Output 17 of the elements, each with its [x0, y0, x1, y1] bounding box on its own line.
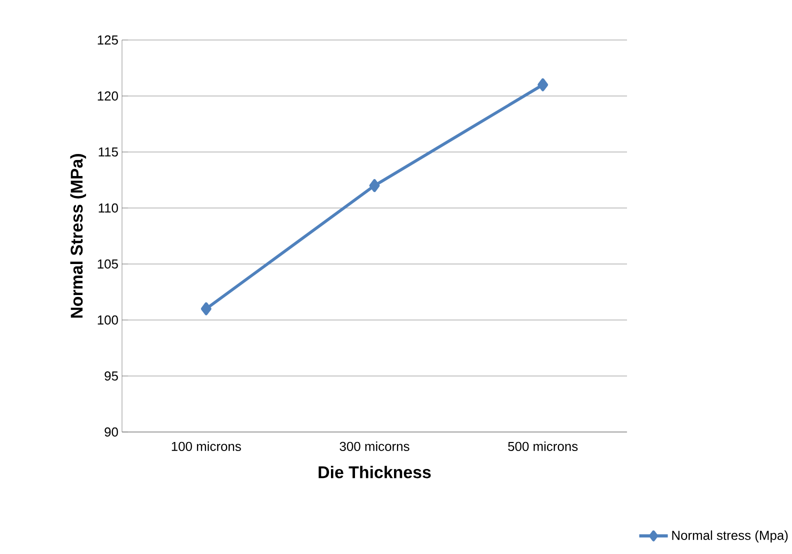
y-tick-label: 105 [98, 259, 118, 269]
x-tick-label: 500 microns [508, 441, 578, 452]
y-tick-label: 95 [104, 371, 118, 381]
y-tick-label: 125 [98, 35, 118, 45]
x-tick-label: 300 micorns [340, 441, 410, 452]
y-tick-label: 100 [98, 315, 118, 325]
point [369, 179, 380, 192]
point [538, 78, 548, 92]
y-tick-label: 115 [98, 147, 118, 157]
x-axis-title: Die Thickness [318, 466, 431, 478]
x-tick-label: 100 microns [172, 441, 241, 452]
y-tick-label: 120 [98, 91, 118, 101]
legend-label: Normal stress (Mpa) [672, 530, 788, 543]
y-tick-label: 110 [98, 203, 118, 213]
point [200, 302, 212, 316]
y-axis-title: Normal Stress (MPa) [70, 154, 86, 318]
y-tick-label: 90 [104, 427, 118, 437]
